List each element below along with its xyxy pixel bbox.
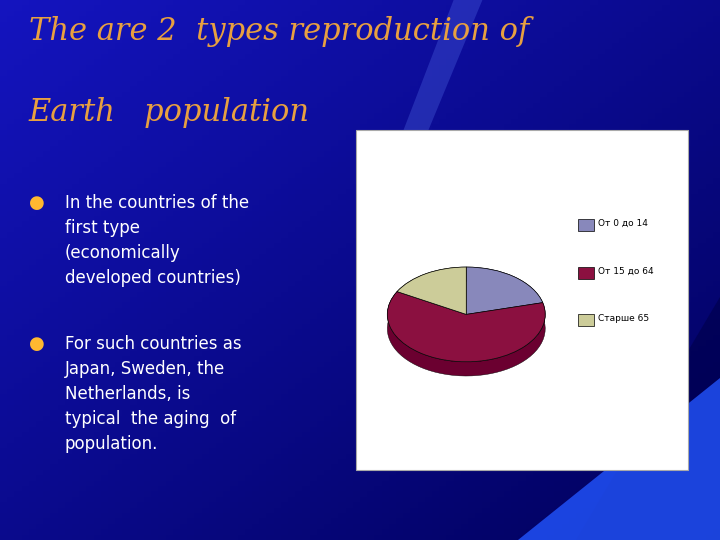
Polygon shape	[360, 297, 720, 540]
Wedge shape	[387, 292, 545, 362]
Text: ●: ●	[29, 194, 45, 212]
Wedge shape	[467, 267, 543, 314]
Text: In the countries of the
first type
(economically
developed countries): In the countries of the first type (econ…	[65, 194, 249, 287]
Text: For such countries as
Japan, Sweden, the
Netherlands, is
typical  the aging  of
: For such countries as Japan, Sweden, the…	[65, 335, 241, 453]
Polygon shape	[387, 292, 545, 376]
Polygon shape	[360, 0, 482, 243]
Polygon shape	[518, 378, 720, 540]
FancyBboxPatch shape	[578, 267, 594, 279]
Text: Старше 65: Старше 65	[598, 314, 649, 323]
Text: От 0 до 14: От 0 до 14	[598, 219, 648, 228]
FancyBboxPatch shape	[356, 130, 688, 470]
Text: Earth   population: Earth population	[29, 97, 310, 128]
Polygon shape	[397, 267, 467, 306]
Polygon shape	[467, 267, 543, 317]
Text: The are 2  types reproduction of: The are 2 types reproduction of	[29, 16, 529, 47]
Wedge shape	[397, 267, 467, 314]
FancyBboxPatch shape	[578, 219, 594, 231]
FancyBboxPatch shape	[578, 314, 594, 326]
Text: ●: ●	[29, 335, 45, 353]
Text: От 15 до 64: От 15 до 64	[598, 267, 654, 276]
